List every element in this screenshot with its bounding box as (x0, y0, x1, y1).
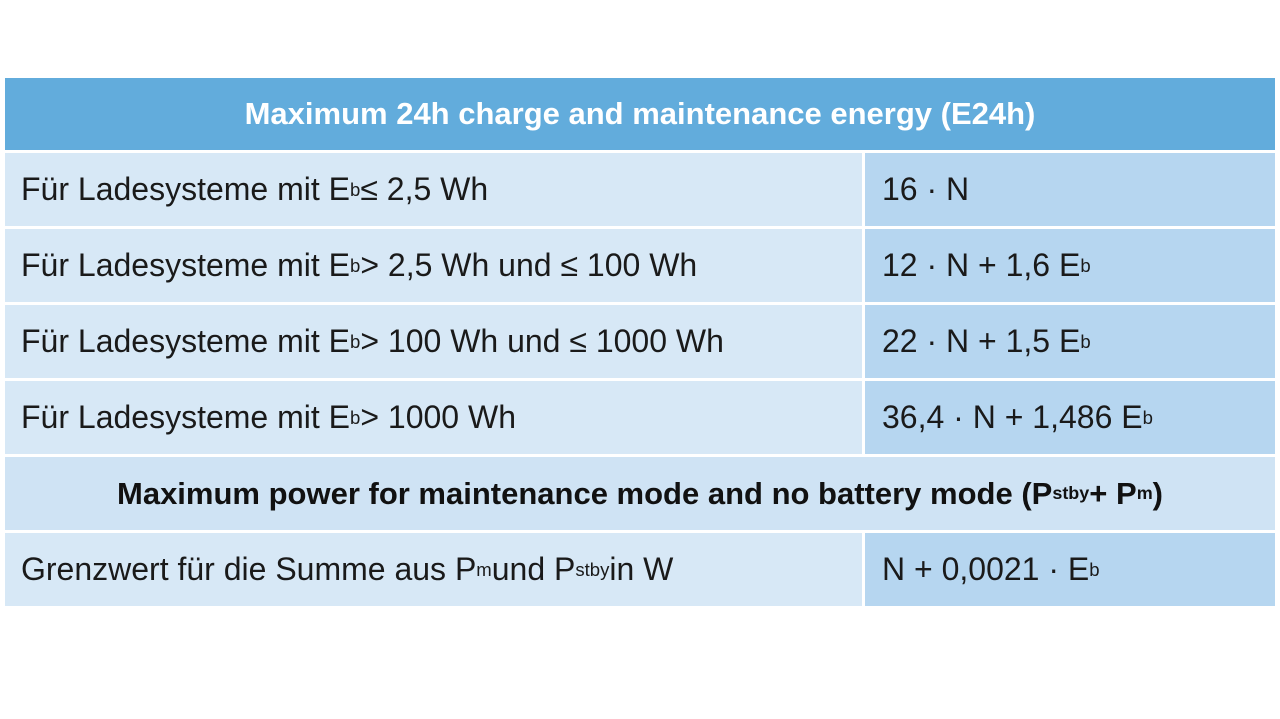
text-run: 36,4 · N + 1,486 E (882, 399, 1143, 435)
text-run: 22 · N + 1,5 E (882, 323, 1081, 359)
section-header: Maximum power for maintenance mode and n… (5, 457, 1275, 530)
text-run: in W (609, 551, 674, 587)
subscript: b (350, 330, 361, 352)
subscript: b (1089, 558, 1100, 580)
text-run: Maximum power for maintenance mode and n… (117, 475, 1053, 511)
subscript: b (350, 406, 361, 428)
subscript: b (350, 178, 361, 200)
text-run: 16 · N (882, 171, 970, 207)
text-run: Für Ladesysteme mit E (21, 171, 350, 207)
table: Maximum 24h charge and maintenance energ… (5, 78, 1275, 609)
text-run: und P (491, 551, 576, 587)
table-title: Maximum 24h charge and maintenance energ… (5, 78, 1275, 150)
text-run: ≤ 2,5 Wh (360, 171, 489, 207)
subscript: b (1080, 254, 1091, 276)
text-run: ) (1152, 475, 1163, 511)
subscript: stby (1052, 483, 1090, 503)
subscript: m (1136, 483, 1153, 503)
text-run: 12 · N + 1,6 E (882, 247, 1081, 283)
subscript: stby (575, 558, 610, 580)
text-run: N + 0,0021 · E (882, 551, 1090, 587)
text-run: > 100 Wh und ≤ 1000 Wh (360, 323, 724, 359)
text-run: > 1000 Wh (360, 399, 516, 435)
text-run: Grenzwert für die Summe aus P (21, 551, 477, 587)
text-run: Für Ladesysteme mit E (21, 247, 350, 283)
text-run: Für Ladesysteme mit E (21, 399, 350, 435)
formula-cell: 16 · N (865, 153, 1275, 226)
subscript: m (476, 558, 492, 580)
subscript: b (1142, 406, 1153, 428)
text-run: Für Ladesysteme mit E (21, 323, 350, 359)
text-run: > 2,5 Wh und ≤ 100 Wh (360, 247, 698, 283)
subscript: b (1080, 330, 1091, 352)
text-run: + P (1089, 475, 1137, 511)
subscript: b (350, 254, 361, 276)
